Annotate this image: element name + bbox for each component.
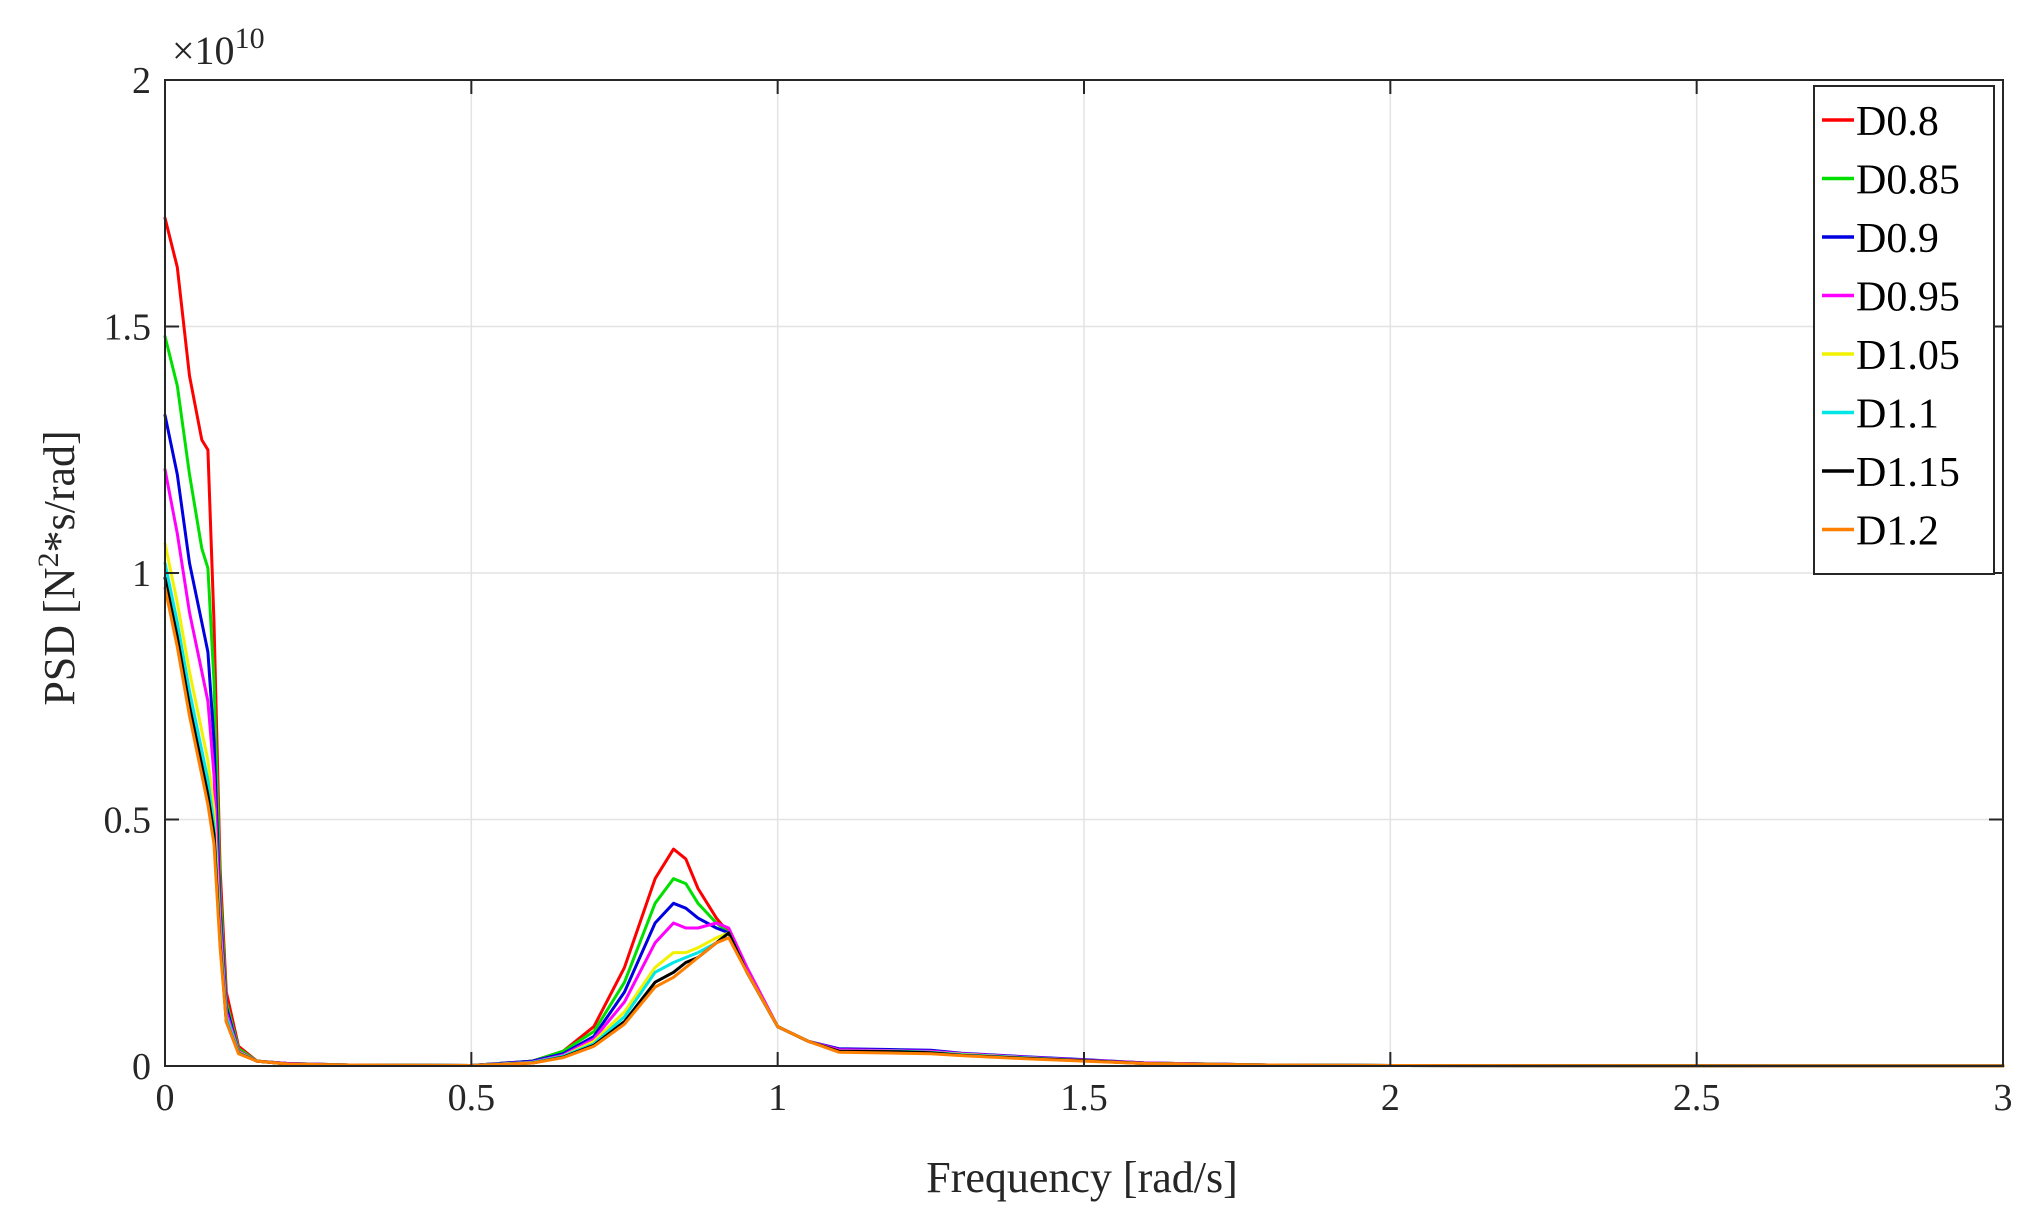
y-axis-label: PSD [N2*s/rad] [32,430,84,705]
grid-lines [165,80,2003,1066]
x-tick-label: 0 [156,1077,175,1119]
legend-label: D0.8 [1856,99,1939,145]
legend-label: D1.2 [1856,509,1939,555]
series-line-d1-2 [163,586,2005,1068]
y-tick-label: 2 [132,60,151,102]
legend-label: D1.15 [1856,450,1960,496]
y-tick-label: 0 [132,1046,151,1088]
legend-label: D1.05 [1856,333,1960,379]
legend-label: D0.85 [1856,158,1960,204]
y-exponent-label: ×1010 [172,22,265,73]
x-tick-label: 2 [1381,1077,1400,1119]
y-axis-ticks: 0 0.5 1 1.5 2 [104,60,2003,1088]
x-tick-label: 0.5 [448,1077,496,1119]
legend-box [1813,85,1995,575]
x-tick-label: 3 [1994,1077,2013,1119]
x-tick-label: 1.5 [1060,1077,1108,1119]
legend-label: D1.1 [1856,392,1939,438]
y-tick-label: 1 [132,553,151,595]
y-tick-label: 1.5 [104,307,152,349]
legend-label: D0.9 [1856,216,1939,262]
x-axis-label: Frequency [rad/s] [926,1153,1238,1202]
series-lines [163,216,2005,1068]
x-tick-label: 1 [768,1077,787,1119]
y-tick-label: 0.5 [104,800,152,842]
legend-label: D0.95 [1856,275,1960,321]
legend: D0.8 D0.85 D0.9 D0.95 D1.05 D1.1 D1.15 D1.2 [1813,85,1995,575]
x-tick-label: 2.5 [1673,1077,1721,1119]
x-axis-ticks: 0 0.5 1 1.5 2 2.5 3 [156,80,2013,1119]
